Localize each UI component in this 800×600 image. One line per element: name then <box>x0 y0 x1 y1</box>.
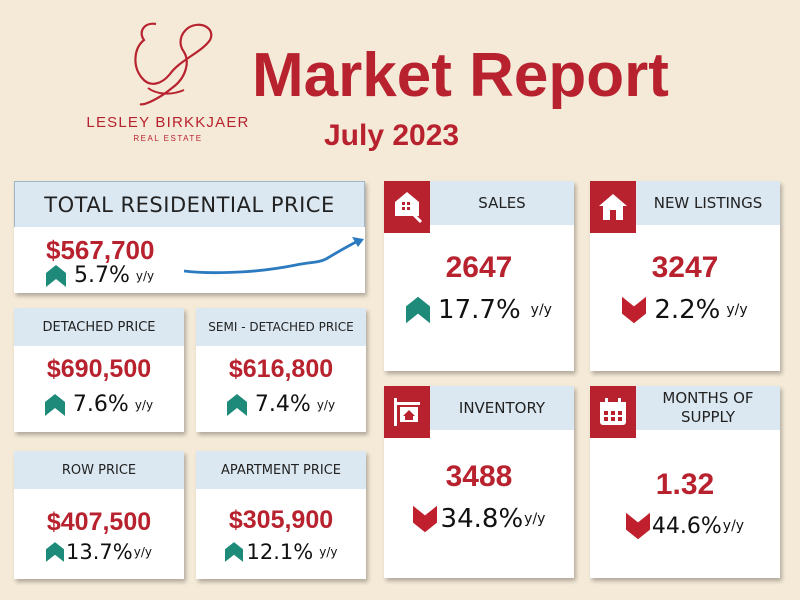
change-unit: y/y <box>316 397 336 412</box>
row-price-card: ROW PRICE $407,500 13.7% y/y <box>14 451 184 579</box>
change-percent: 5.7% <box>74 263 130 288</box>
months-supply-value: 1.32 <box>655 468 715 501</box>
change-percent: 2.2% <box>654 295 721 325</box>
down-arrow-icon <box>625 512 650 540</box>
sales-value: 2647 <box>445 251 513 284</box>
up-arrow-icon <box>46 264 66 287</box>
brand-logo: LESLEY BIRKKJAER REAL ESTATE <box>78 18 258 148</box>
total-price-value: $567,700 <box>46 235 155 265</box>
change-percent: 13.7% <box>66 540 133 564</box>
apartment-price-card: APARTMENT PRICE $305,900 12.1% y/y <box>196 451 366 579</box>
inventory-card: INVENTORY 3488 34.8% y/y <box>384 386 574 578</box>
down-arrow-icon <box>412 505 437 533</box>
sales-change: 17.7% y/y <box>384 295 574 325</box>
card-label: TOTAL RESIDENTIAL PRICE <box>44 192 335 217</box>
house-sign-icon <box>394 398 420 426</box>
new-listings-value: 3247 <box>651 251 719 284</box>
change-percent: 12.1% <box>246 540 314 564</box>
new-listings-card: NEW LISTINGS 3247 2.2% y/y <box>590 181 780 371</box>
card-header: ROW PRICE <box>14 451 184 489</box>
change-percent: 44.6% <box>651 513 722 539</box>
brand-tagline: REAL ESTATE <box>133 134 203 143</box>
up-arrow-icon <box>44 393 65 416</box>
apartment-change: 12.1% y/y <box>196 540 366 564</box>
months-supply-icon-box <box>590 386 636 438</box>
house-key-icon <box>395 192 423 224</box>
calendar-icon <box>600 398 626 425</box>
card-label: DETACHED PRICE <box>42 319 156 335</box>
inventory-change: 34.8% y/y <box>384 504 574 534</box>
change-unit: y/y <box>134 397 154 412</box>
change-percent: 17.7% <box>438 295 521 325</box>
detached-price-card: DETACHED PRICE $690,500 7.6% y/y <box>14 308 184 432</box>
semi-detached-change: 7.4% y/y <box>196 392 366 417</box>
change-unit: y/y <box>722 518 745 534</box>
sales-card: SALES 2647 17.7% y/y <box>384 181 574 371</box>
page-subtitle: July 2023 <box>324 119 460 152</box>
sales-icon-box <box>384 181 430 233</box>
page-title: Market Report <box>252 41 669 110</box>
inventory-value: 3488 <box>445 460 513 493</box>
semi-detached-price-card: SEMI - DETACHED PRICE $616,800 7.4% y/y <box>196 308 366 432</box>
total-price-card: TOTAL RESIDENTIAL PRICE $567,700 5.7% y/… <box>14 181 365 293</box>
up-arrow-icon <box>224 542 243 562</box>
total-change: 5.7% y/y <box>46 263 154 288</box>
card-label: APARTMENT PRICE <box>220 462 342 478</box>
detached-change: 7.6% y/y <box>14 392 184 417</box>
change-percent: 7.6% <box>72 392 129 417</box>
row-price-value: $407,500 <box>46 508 152 536</box>
brand-name: LESLEY BIRKKJAER <box>86 114 250 131</box>
change-unit: y/y <box>135 268 155 283</box>
change-unit: y/y <box>726 302 748 318</box>
card-header: APARTMENT PRICE <box>196 451 366 489</box>
card-label-line1: MONTHS OF <box>662 389 754 407</box>
detached-price-value: $690,500 <box>46 355 152 383</box>
new-listings-icon-box <box>590 181 636 233</box>
card-header: TOTAL RESIDENTIAL PRICE <box>14 181 365 227</box>
card-header: SEMI - DETACHED PRICE <box>196 308 366 346</box>
up-arrow-icon <box>226 393 247 416</box>
months-supply-change: 44.6% y/y <box>590 512 780 540</box>
new-listings-change: 2.2% y/y <box>590 295 780 325</box>
house-icon <box>599 194 627 220</box>
row-change: 13.7% y/y <box>14 540 184 564</box>
change-unit: y/y <box>524 511 546 527</box>
semi-detached-price-value: $616,800 <box>228 355 334 383</box>
change-percent: 7.4% <box>254 392 311 417</box>
months-supply-card: MONTHS OF SUPPLY 1.32 44.6% y/y <box>590 386 780 578</box>
card-label-line2: SUPPLY <box>680 408 736 426</box>
heart-logo-icon <box>134 22 213 106</box>
card-label: SEMI - DETACHED PRICE <box>208 320 354 334</box>
card-header: DETACHED PRICE <box>14 308 184 346</box>
up-arrow-icon <box>46 542 65 562</box>
change-unit: y/y <box>319 545 338 559</box>
up-arrow-icon <box>406 296 431 324</box>
change-unit: y/y <box>530 302 552 318</box>
card-label: NEW LISTINGS <box>653 194 763 212</box>
down-arrow-icon <box>622 296 647 324</box>
card-label: INVENTORY <box>458 399 546 417</box>
inventory-icon-box <box>384 386 430 438</box>
price-trend-sparkline <box>183 237 364 275</box>
apartment-price-value: $305,900 <box>228 506 334 534</box>
change-unit: y/y <box>133 545 152 559</box>
card-label: SALES <box>478 194 526 212</box>
card-label: ROW PRICE <box>61 462 137 478</box>
change-percent: 34.8% <box>440 504 524 534</box>
